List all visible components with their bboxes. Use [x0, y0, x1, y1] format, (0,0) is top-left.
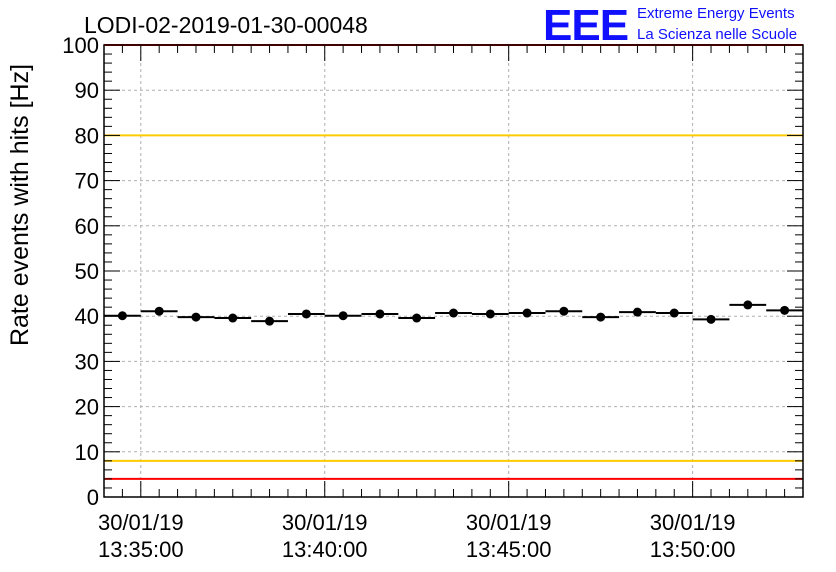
data-point — [449, 308, 458, 318]
y-tick-label: 100 — [62, 33, 99, 58]
data-point — [338, 311, 348, 321]
y-tick-label: 40 — [75, 304, 99, 329]
y-tick-labels: 0 10 20 30 40 50 60 70 80 90 100 — [62, 33, 99, 510]
x-tick-date: 30/01/19 — [466, 510, 552, 535]
y-tick-label: 0 — [87, 485, 99, 510]
eee-logo: EEE Extreme Energy Events La Scienza nel… — [543, 1, 797, 50]
data-point — [485, 309, 495, 319]
y-axis-label: Rate events with hits [Hz] — [6, 64, 34, 346]
data-point — [559, 306, 569, 316]
y-tick-label: 90 — [75, 78, 99, 103]
data-point — [743, 300, 753, 310]
grid — [104, 45, 803, 497]
y-tick-label: 20 — [75, 395, 99, 420]
data-point — [117, 311, 127, 321]
data-point — [412, 313, 422, 323]
data-point — [669, 308, 679, 318]
y-tick-label: 30 — [75, 349, 99, 374]
x-tick-time: 13:35:00 — [98, 537, 184, 562]
y-tick-label: 60 — [75, 214, 99, 239]
logo-line-2: La Scienza nelle Scuole — [637, 26, 797, 43]
y-tick-label: 10 — [75, 440, 99, 465]
x-tick-time: 13:45:00 — [466, 537, 552, 562]
data-point — [596, 312, 606, 322]
data-point — [632, 307, 642, 317]
logo-line-1: Extreme Energy Events — [637, 5, 795, 22]
x-tick-time: 13:50:00 — [650, 537, 736, 562]
x-tick-labels: 30/01/1913:35:0030/01/1913:40:0030/01/19… — [98, 510, 735, 562]
data-point — [265, 316, 275, 326]
data-points — [104, 300, 803, 326]
reference-lines — [104, 44, 803, 480]
data-point — [375, 309, 385, 319]
y-tick-label: 50 — [75, 259, 99, 284]
data-point — [301, 309, 311, 319]
y-tick-label: 70 — [75, 169, 99, 194]
chart-title: LODI-02-2019-01-30-00048 — [84, 12, 368, 38]
data-point — [522, 308, 532, 318]
y-tick-label: 80 — [75, 123, 99, 148]
data-point — [191, 312, 201, 322]
x-tick-date: 30/01/19 — [98, 510, 184, 535]
data-point — [706, 314, 716, 324]
plot-frame — [103, 44, 804, 498]
x-tick-date: 30/01/19 — [282, 510, 368, 535]
data-point — [228, 313, 238, 323]
logo-letters: EEE — [543, 1, 628, 50]
x-tick-time: 13:40:00 — [282, 537, 368, 562]
data-point — [154, 306, 164, 316]
x-tick-date: 30/01/19 — [650, 510, 736, 535]
data-point — [780, 305, 790, 315]
